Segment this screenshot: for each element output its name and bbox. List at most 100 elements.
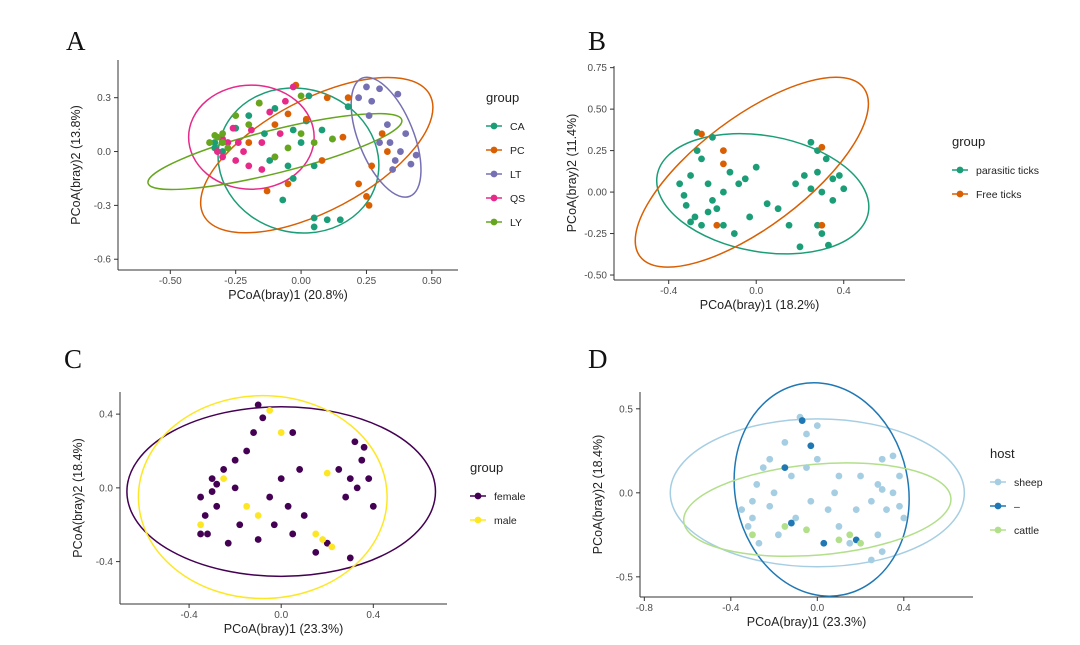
legend-label: –	[1014, 501, 1020, 513]
legend-key-point	[490, 194, 498, 202]
pcoa-panel-a: -0.50 -0.25 0.00 0.25 0.50 -0.6 -0.3 0.0 0.3 PCoA…	[69, 60, 525, 302]
panel-label-d: D	[588, 344, 608, 374]
data-point	[224, 144, 232, 152]
data-point	[796, 243, 804, 251]
data-point	[389, 166, 397, 173]
x-tick-label: 0.00	[291, 276, 311, 287]
legend-label: LY	[510, 217, 522, 229]
data-point	[336, 216, 344, 224]
data-point	[412, 151, 420, 159]
data-point	[759, 464, 767, 472]
data-point	[691, 213, 699, 221]
data-point	[346, 554, 354, 562]
legend-label: male	[494, 515, 517, 527]
data-point	[231, 484, 239, 492]
data-point	[219, 130, 227, 137]
legend-label: cattle	[1014, 525, 1039, 537]
legend-label: sheep	[1014, 477, 1043, 489]
y-tick-label: -0.5	[616, 572, 634, 583]
data-point	[284, 180, 292, 188]
data-point	[300, 512, 308, 519]
data-point	[335, 466, 343, 473]
confidence-ellipse	[137, 394, 388, 600]
data-point	[271, 153, 279, 161]
y-tick-label: 0.5	[619, 404, 633, 415]
data-point	[232, 112, 240, 120]
data-point	[746, 213, 754, 221]
y-tick-label: -0.25	[584, 229, 607, 240]
data-point	[807, 442, 815, 450]
data-point	[719, 188, 727, 196]
data-point	[266, 157, 274, 164]
data-point	[258, 139, 266, 146]
data-point	[753, 481, 761, 488]
data-point	[208, 488, 216, 495]
data-point	[277, 475, 285, 483]
data-point	[704, 180, 712, 188]
legend-label: QS	[510, 193, 525, 205]
data-point	[749, 514, 756, 522]
data-point	[310, 162, 318, 170]
confidence-ellipse	[187, 84, 315, 190]
data-point	[204, 530, 211, 538]
data-point	[245, 112, 253, 120]
x-tick-label: 0.0	[810, 603, 824, 614]
data-point	[878, 486, 886, 493]
confidence-ellipse	[682, 462, 952, 558]
data-point	[378, 130, 386, 137]
data-point	[704, 208, 712, 216]
data-point	[323, 539, 331, 547]
data-point	[840, 185, 848, 193]
x-tick-label: -0.25	[224, 276, 247, 287]
legend-title: group	[470, 460, 503, 475]
x-tick-label: 0.4	[897, 603, 911, 614]
y-tick-label: -0.4	[96, 557, 114, 568]
y-axis-title: PCoA(bray)2 (18.4%)	[591, 435, 605, 555]
data-point	[825, 241, 832, 249]
data-point	[368, 97, 376, 105]
y-tick-label: -0.6	[94, 255, 112, 266]
data-point	[857, 539, 864, 547]
y-axis-title: PCoA(bray)2 (18.4%)	[71, 438, 85, 558]
data-point	[807, 185, 815, 193]
data-point	[355, 94, 363, 102]
data-point	[698, 155, 705, 163]
legend-key-point	[490, 146, 498, 154]
data-point	[831, 489, 839, 497]
data-point	[735, 180, 743, 188]
data-point	[787, 472, 795, 480]
data-point	[363, 193, 370, 200]
legend-key-point	[956, 190, 964, 198]
x-tick-label: 0.4	[366, 610, 380, 621]
data-point	[818, 188, 826, 196]
data-point	[211, 139, 219, 146]
legend-label: female	[494, 491, 526, 503]
data-point	[766, 455, 774, 463]
data-point	[339, 133, 347, 141]
data-point	[277, 429, 285, 436]
data-point	[310, 139, 318, 146]
data-point	[730, 230, 738, 237]
data-point	[323, 469, 331, 477]
y-tick-label: 0.0	[99, 483, 113, 494]
data-point	[857, 472, 864, 480]
data-point	[328, 543, 336, 551]
data-point	[197, 493, 204, 501]
data-point	[259, 414, 267, 422]
data-point	[803, 526, 810, 534]
data-point	[397, 148, 404, 155]
data-point	[781, 464, 789, 472]
data-point	[741, 175, 749, 183]
data-point	[360, 443, 368, 451]
data-point	[878, 548, 886, 556]
data-point	[342, 493, 350, 501]
data-point	[368, 162, 376, 170]
data-point	[709, 133, 716, 141]
data-point	[219, 153, 227, 161]
data-point	[693, 147, 701, 155]
data-point	[852, 506, 860, 514]
x-axis-title: PCoA(bray)1 (18.2%)	[700, 298, 820, 312]
legend-key-point	[994, 526, 1002, 534]
data-point	[407, 160, 415, 168]
data-point	[250, 429, 257, 436]
